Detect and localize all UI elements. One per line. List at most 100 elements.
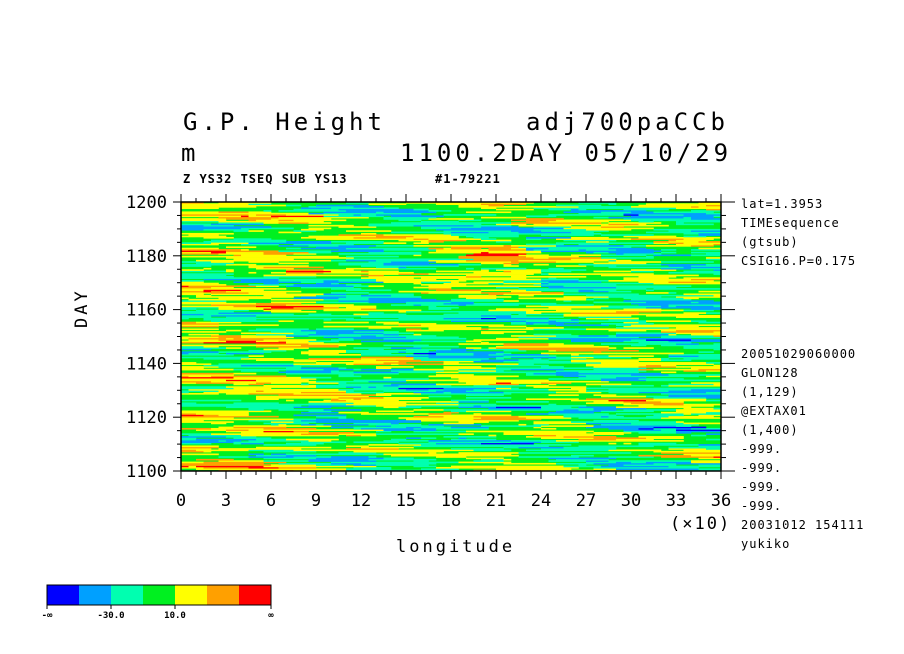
- heatmap-cell: [623, 214, 639, 216]
- heatmap-cell: [256, 345, 287, 348]
- heatmap-cell: [503, 446, 519, 449]
- heatmap-cell: [308, 235, 324, 238]
- heatmap-cell: [593, 320, 647, 323]
- heatmap-cell: [368, 298, 377, 301]
- heatmap-cell: [578, 289, 594, 292]
- heatmap-cell: [691, 367, 722, 370]
- heatmap-cell: [443, 360, 474, 363]
- heatmap-cell: [398, 278, 437, 281]
- heatmap-cell: [256, 438, 287, 441]
- x-multiplier-label: (×10): [670, 514, 732, 534]
- heatmap-cell: [458, 278, 489, 281]
- heatmap-cell: [181, 243, 189, 246]
- heatmap-cell: [383, 344, 414, 347]
- heatmap-cell: [338, 433, 377, 435]
- heatmap-cell: [563, 415, 602, 418]
- heatmap-cell: [638, 436, 662, 438]
- heatmap-cell: [683, 340, 722, 343]
- heatmap-cell: [233, 441, 264, 444]
- heatmap-cell: [376, 235, 399, 238]
- heatmap-cell: [706, 370, 722, 372]
- heatmap-cell: [496, 269, 542, 271]
- heatmap-cell: [691, 254, 714, 257]
- heatmap-cell: [323, 336, 362, 339]
- heatmap-cell: [316, 216, 369, 219]
- heatmap-cell: [181, 376, 189, 379]
- heatmap-cell: [466, 254, 519, 257]
- heatmap-cell: [233, 388, 242, 391]
- heatmap-cell: [526, 255, 579, 258]
- heatmap-cell: [271, 306, 294, 309]
- heatmap-cell: [398, 219, 422, 222]
- heatmap-cell: [181, 356, 197, 359]
- heatmap-cell: [226, 347, 242, 349]
- heatmap-cell: [541, 234, 594, 236]
- heatmap-cell: [353, 247, 377, 250]
- heatmap-cell: [248, 429, 302, 431]
- heatmap-cell: [383, 453, 437, 456]
- heatmap-cell: [248, 392, 294, 395]
- heatmap-cell: [473, 353, 489, 356]
- heatmap-cell: [563, 367, 609, 370]
- x-tick-label: 9: [311, 491, 321, 511]
- heatmap-cell: [181, 375, 189, 378]
- heatmap-cell: [713, 294, 722, 297]
- heatmap-cell: [533, 254, 549, 257]
- heatmap-cell: [481, 405, 512, 407]
- heatmap-cell: [406, 328, 422, 331]
- heatmap-cell: [601, 257, 624, 259]
- colorbar: -∞ -30.0 10.0 ∞: [42, 584, 274, 621]
- heatmap-cell: [316, 331, 354, 333]
- heatmap-cell: [608, 349, 639, 352]
- heatmap-cell: [616, 310, 662, 313]
- heatmap-cell: [661, 216, 684, 219]
- heatmap-cell: [473, 356, 497, 359]
- heatmap-cell: [181, 289, 204, 292]
- heatmap-cell: [661, 440, 684, 442]
- heatmap-cell: [691, 265, 722, 267]
- heatmap-cell: [181, 414, 204, 417]
- heatmap-cell: [503, 293, 534, 296]
- heatmap-cell: [676, 329, 722, 332]
- heatmap-cell: [586, 251, 594, 254]
- heatmap-cell: [601, 312, 609, 314]
- heatmap-cell: [331, 288, 362, 290]
- heatmap-cell: [481, 317, 497, 320]
- heatmap-cell: [181, 219, 227, 222]
- heatmap-cell: [211, 239, 234, 242]
- heatmap-cell: [458, 433, 474, 435]
- heatmap-cell: [676, 243, 714, 246]
- heatmap-cell: [323, 368, 354, 371]
- heatmap-cell: [601, 245, 624, 247]
- heatmap-cell: [503, 245, 512, 247]
- heatmap-cell: [421, 234, 452, 236]
- heatmap-cell: [518, 362, 549, 364]
- heatmap-cell: [398, 273, 429, 275]
- heatmap-cell: [451, 239, 467, 242]
- heatmap-cell: [676, 222, 684, 224]
- heatmap-cell: [713, 269, 722, 271]
- heatmap-cell: [578, 219, 632, 222]
- heatmap-cell: [646, 251, 654, 254]
- heatmap-cell: [211, 418, 257, 421]
- heatmap-cell: [586, 372, 617, 375]
- heatmap-cell: [511, 387, 519, 390]
- heatmap-cell: [406, 310, 422, 313]
- heatmap-cell: [256, 313, 294, 316]
- heatmap-cell: [323, 325, 377, 328]
- heatmap-cell: [338, 263, 384, 266]
- heatmap-cell: [271, 331, 317, 333]
- heatmap-cell: [563, 436, 617, 438]
- heatmap-cell: [691, 249, 722, 251]
- heatmap-cell: [308, 349, 347, 352]
- heatmap-cell: [421, 464, 429, 466]
- heatmap-cell: [466, 245, 504, 247]
- heatmap-cell: [616, 312, 639, 314]
- heatmap-cell: [211, 242, 249, 244]
- heatmap-cell: [248, 409, 264, 411]
- heatmap-cell: [451, 426, 489, 429]
- heatmap-cell: [211, 296, 257, 298]
- heatmap-cell: [653, 302, 707, 305]
- heatmap-cell: [188, 437, 197, 440]
- heatmap-cell: [316, 418, 354, 421]
